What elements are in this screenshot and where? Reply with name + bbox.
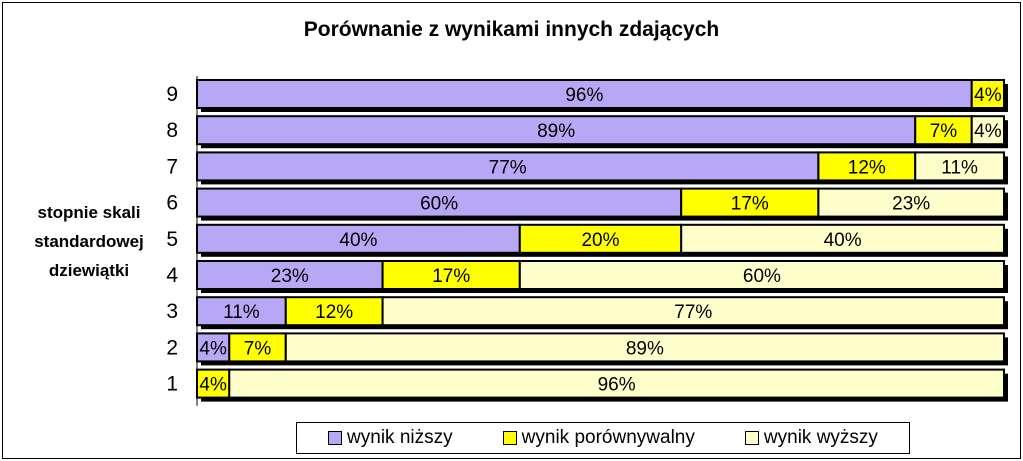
bar-segment	[196, 296, 287, 327]
data-label: 89%	[626, 338, 664, 359]
data-label: 7%	[244, 338, 272, 359]
bar-segment	[196, 79, 973, 109]
y-tick-label: 9	[166, 83, 178, 106]
data-label: 23%	[892, 194, 930, 215]
legend-item-lower: wynik niższy	[328, 427, 453, 449]
bar-segment	[196, 223, 521, 254]
bar-segment	[914, 151, 1005, 182]
legend-swatch-comparable	[502, 431, 517, 445]
data-label: 77%	[674, 302, 712, 323]
data-label: 12%	[315, 302, 353, 323]
bar-segment	[228, 332, 287, 363]
bar-segment	[196, 151, 820, 182]
data-label: 11%	[941, 157, 978, 178]
legend-swatch-lower	[328, 431, 343, 445]
bar-segment	[518, 260, 1005, 290]
bar-segment	[284, 296, 384, 327]
legend-item-comparable: wynik porównywalny	[502, 427, 695, 449]
bar-segment	[381, 260, 521, 290]
data-label: 23%	[271, 266, 309, 287]
bar-segment	[680, 187, 820, 218]
y-axis-label: stopnie skali standardowej dziewiątki	[34, 203, 144, 280]
bar-segment	[228, 368, 1005, 399]
chart-legend: wynik niższy wynik porównywalny wynik wy…	[296, 422, 910, 454]
y-tick-label: 7	[166, 155, 178, 178]
data-label: 89%	[537, 121, 575, 142]
y-tick-label: 6	[166, 192, 178, 215]
y-tick-label: 2	[166, 336, 178, 359]
data-label: 4%	[974, 121, 1002, 142]
data-label: 12%	[848, 157, 886, 178]
data-label: 96%	[565, 85, 603, 106]
bar-segment	[970, 79, 1005, 109]
data-label: 4%	[199, 338, 227, 359]
data-label: 4%	[199, 375, 227, 396]
data-label: 7%	[930, 121, 958, 142]
data-label: 17%	[432, 266, 470, 287]
bar-segment	[680, 223, 1005, 254]
data-label: 60%	[420, 194, 458, 215]
y-tick-label: 3	[166, 300, 178, 323]
data-label: 11%	[223, 302, 260, 323]
bar-segment	[970, 115, 1005, 146]
bar-segment	[196, 260, 384, 290]
legend-label-higher: wynik wyższy	[763, 427, 878, 448]
y-tick-label: 4	[166, 264, 178, 287]
bar-segment	[518, 223, 683, 254]
data-label: 40%	[339, 230, 377, 251]
data-label: 60%	[743, 266, 781, 287]
bar-segment	[196, 332, 231, 363]
data-label: 40%	[824, 230, 862, 251]
bar-segment	[914, 115, 973, 146]
data-label: 20%	[581, 230, 619, 251]
legend-swatch-higher	[744, 431, 759, 445]
data-label: 17%	[731, 194, 769, 215]
chart-title: Porównanie z wynikami innych zdających	[303, 18, 720, 41]
bar-segment	[817, 187, 1006, 218]
data-label: 4%	[974, 85, 1002, 106]
legend-label-lower: wynik niższy	[347, 427, 453, 448]
bar-segment	[196, 187, 683, 218]
bar-segment	[381, 296, 1005, 327]
y-tick-label: 5	[166, 228, 178, 251]
data-label: 77%	[489, 157, 527, 178]
bar-segment	[284, 332, 1005, 363]
data-label: 96%	[598, 375, 636, 396]
y-tick-label: 1	[166, 373, 178, 396]
legend-item-higher: wynik wyższy	[744, 427, 878, 449]
y-tick-label: 8	[166, 119, 178, 142]
legend-label-comparable: wynik porównywalny	[521, 427, 695, 448]
